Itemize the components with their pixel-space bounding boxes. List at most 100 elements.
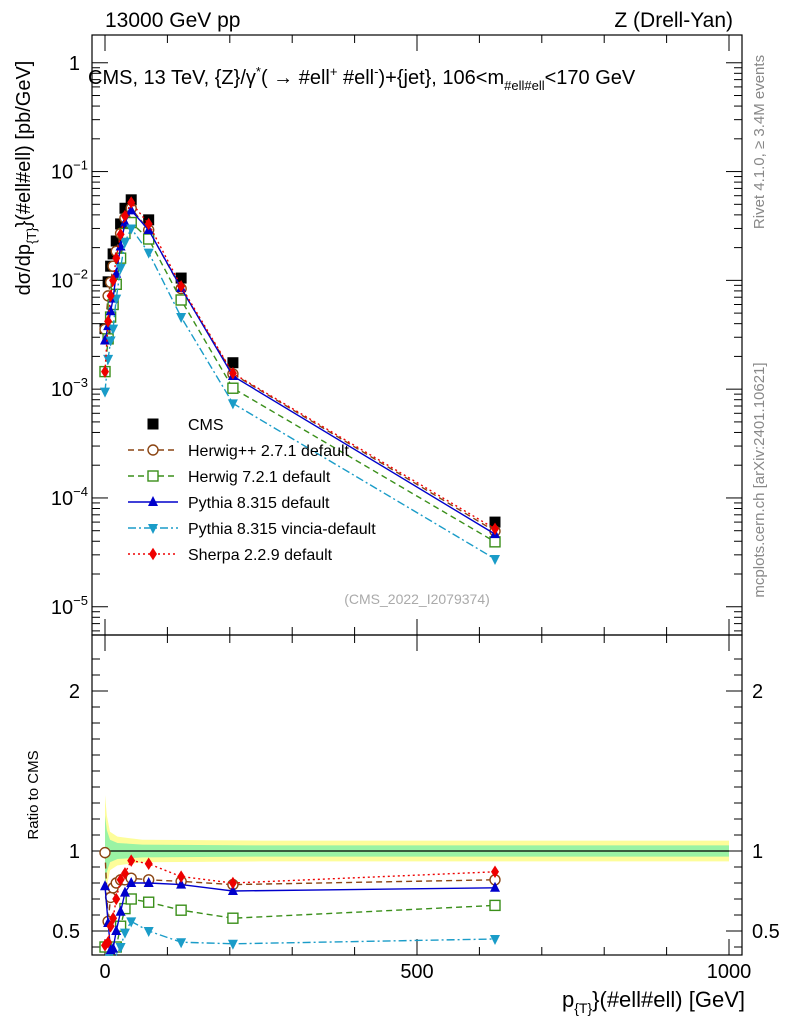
ratio-x-ticks: 0 500 1000 <box>99 635 751 983</box>
main-data-point <box>126 224 137 235</box>
ratio-series-line <box>104 859 496 946</box>
ratio-data-point <box>227 939 238 950</box>
main-series-5 <box>101 196 499 536</box>
main-y-tick-exponent: −3 <box>73 375 88 390</box>
ratio-data-point <box>99 846 111 859</box>
main-data-point <box>227 382 239 394</box>
legend-entry: Pythia 8.315 default <box>128 495 330 512</box>
legend-marker <box>147 444 159 456</box>
main-data-point <box>109 274 118 287</box>
legend: CMS Herwig++ 2.7.1 default Herwig 7.2.1 de… <box>128 417 376 564</box>
ratio-data-point <box>111 925 122 935</box>
ratio-data-point <box>100 880 110 891</box>
ratio-data-point <box>491 865 499 879</box>
main-y-tick-label: 10−2 <box>51 266 88 292</box>
main-series-4 <box>100 224 500 565</box>
main-data-point <box>103 354 114 365</box>
main-data-point <box>491 522 499 536</box>
legend-entry: Pythia 8.315 vincia-default <box>128 521 376 538</box>
main-data-point <box>175 272 187 284</box>
ratio-data-point <box>112 892 121 906</box>
ratio-series-3 <box>105 917 500 956</box>
main-y-tick-exponent: −2 <box>73 266 88 281</box>
main-y-ticks: 110−110−210−310−410−5 <box>51 53 742 632</box>
legend-entry: CMS <box>147 417 224 434</box>
main-data-point <box>143 248 154 259</box>
ratio-panel: 0.5 0.5 1 1 2 2 0 500 1000 Ratio to CMS p{T}}(#… <box>25 634 780 1016</box>
ratio-data-point <box>119 886 130 897</box>
main-data-point <box>120 209 129 223</box>
plot-title-mid: #ell <box>337 67 374 89</box>
main-y-label-sub: {T} <box>24 227 39 244</box>
main-data-point <box>105 305 116 316</box>
main-data-point <box>101 365 109 378</box>
main-data-point <box>104 315 113 328</box>
header-right: Z (Drell-Yan) <box>614 9 733 32</box>
ratio-y-tick-label: 1 <box>69 841 80 863</box>
main-series-line <box>104 221 496 543</box>
main-y-tick-base: 10 <box>51 162 73 184</box>
main-data-point <box>489 516 501 528</box>
ratio-data-point <box>228 876 237 890</box>
ratio-data-point <box>176 938 187 949</box>
ratio-y-tick-label: 2 <box>69 681 80 703</box>
main-y-tick-base: 10 <box>51 488 73 510</box>
ratio-x-tick-label: 1000 <box>707 961 752 983</box>
ratio-y-tick-label-right: 0.5 <box>752 921 780 943</box>
legend-label: CMS <box>188 417 224 434</box>
x-axis-label: p{T}}(#ell#ell) [GeV] <box>562 987 745 1016</box>
ratio-data-point <box>143 877 154 887</box>
legend-entry: Herwig 7.2.1 default <box>128 469 331 486</box>
ratio-data-point <box>144 857 153 871</box>
main-y-tick-exponent: −1 <box>73 158 88 173</box>
ratio-data-point <box>489 899 501 912</box>
main-y-tick-base: 10 <box>51 270 73 292</box>
main-data-point <box>227 399 238 410</box>
main-data-point <box>176 313 187 324</box>
header-left: 13000 GeV pp <box>105 9 240 32</box>
legend-marker <box>149 547 157 561</box>
legend-marker <box>147 418 159 430</box>
ratio-data-point <box>125 893 137 905</box>
ratio-data-point <box>490 935 500 945</box>
plot-title-star: * <box>256 64 261 79</box>
main-y-tick-exponent: −5 <box>73 593 88 608</box>
plot-title-main: CMS, 13 TeV, {Z}/γ <box>88 67 256 89</box>
ratio-frame <box>91 634 743 956</box>
legend-label: Herwig++ 2.7.1 default <box>188 443 350 460</box>
main-y-label-a: dσ/dp <box>13 244 35 295</box>
ratio-data-point <box>108 942 119 953</box>
main-y-tick-base: 10 <box>51 379 73 401</box>
main-y-tick-label: 10−5 <box>51 593 88 619</box>
x-axis-label-sub: {T} <box>574 1000 592 1016</box>
ratio-data-point <box>114 920 127 932</box>
main-data-point <box>177 280 186 293</box>
legend-label: Pythia 8.315 default <box>188 495 330 512</box>
main-y-tick-label: 10−3 <box>51 375 88 401</box>
ratio-x-tick-label: 0 <box>99 961 110 983</box>
legend-label: Herwig 7.2.1 default <box>188 469 331 486</box>
main-data-point <box>116 228 125 241</box>
plot-title-minus: - <box>374 64 378 79</box>
legend-entry: Sherpa 2.2.9 default <box>128 547 333 564</box>
main-panel: 110−110−210−310−410−5 CMS, 13 TeV, {Z}/γ… <box>13 34 743 636</box>
ratio-data-point <box>119 928 130 939</box>
plot-title-plus: + <box>330 64 338 79</box>
ratio-series-1 <box>99 893 501 956</box>
main-data-point <box>119 202 131 214</box>
main-series-1 <box>99 202 501 537</box>
ratio-series-4 <box>101 854 499 952</box>
plot-title-arrow: ( → #ell <box>261 67 330 89</box>
ratio-y-tick-label: 0.5 <box>52 921 80 943</box>
plot-title: CMS, 13 TeV, {Z}/γ*( → #ell+ #ell-)+{jet… <box>88 64 636 93</box>
main-data-point <box>106 289 115 303</box>
main-data-point <box>119 238 130 249</box>
ratio-data-point <box>227 912 239 924</box>
main-series <box>99 194 501 565</box>
main-data-point <box>112 251 121 265</box>
plot-title-sub: #ell#ell <box>504 78 545 93</box>
ratio-y-ticks: 0.5 0.5 1 1 2 2 <box>52 658 780 948</box>
main-data-point <box>490 554 500 565</box>
main-data-point <box>144 217 153 231</box>
